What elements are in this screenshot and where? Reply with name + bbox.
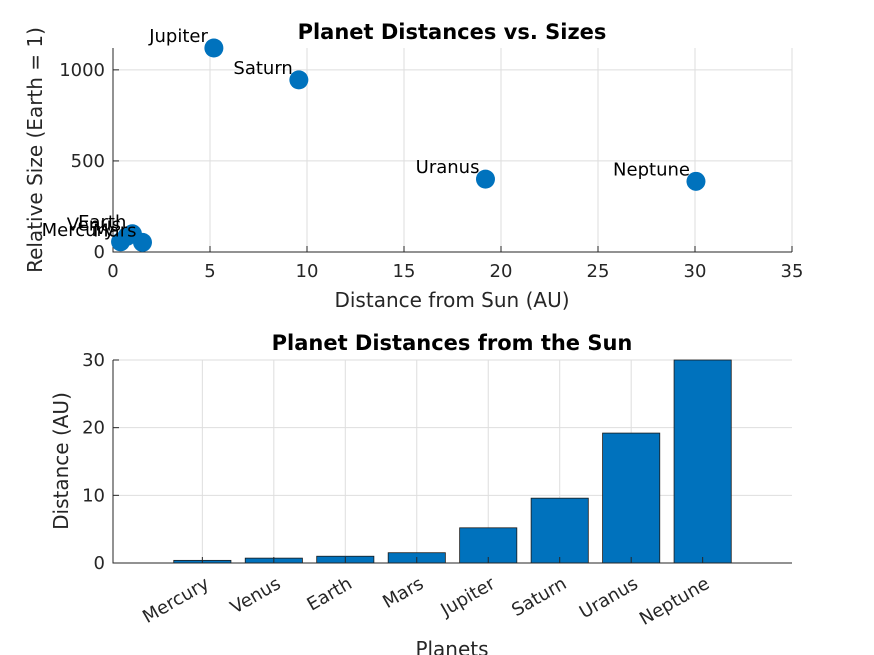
bar-uranus (602, 432, 661, 564)
bar-x-tick-label: Uranus (576, 573, 642, 623)
scatter-label-venus: Venus (67, 214, 121, 235)
bar-neptune (673, 359, 732, 564)
bar-y-tick-label: 10 (82, 485, 105, 506)
scatter-y-tick-label: 1000 (59, 60, 105, 81)
bar-y-axis-label: Distance (AU) (49, 392, 73, 530)
scatter-points (111, 38, 706, 252)
scatter-label-neptune: Neptune (613, 159, 690, 180)
scatter-x-tick-label: 5 (204, 261, 215, 282)
scatter-x-tick-label: 15 (393, 261, 416, 282)
bar-y-tick-label: 30 (82, 350, 105, 371)
scatter-point-mars (132, 232, 152, 252)
scatter-label-saturn: Saturn (233, 58, 292, 79)
scatter-x-tick-label: 25 (587, 261, 610, 282)
scatter-y-tick-label: 500 (71, 151, 105, 172)
bar-x-axis-label: Planets (415, 637, 488, 655)
bar-x-tick-label: Neptune (636, 573, 713, 630)
bar-x-tick-label: Saturn (508, 573, 570, 621)
scatter-point-jupiter (204, 38, 224, 58)
scatter-ticks: 0 5 10 15 20 25 30 35 0 500 1000 (59, 60, 803, 282)
scatter-x-tick-label: 20 (490, 261, 513, 282)
scatter-x-axis-label: Distance from Sun (AU) (334, 288, 569, 312)
scatter-label-mercury: Mercury (42, 220, 115, 241)
bar-saturn (530, 497, 589, 564)
scatter-label-uranus: Uranus (416, 157, 480, 178)
scatter-y-tick-label: 0 (94, 242, 105, 263)
bar-x-tick-label: Jupiter (437, 573, 500, 621)
scatter-point-uranus (475, 169, 495, 189)
scatter-label-mars: Mars (93, 220, 136, 241)
bar-y-tick-label: 0 (94, 553, 105, 574)
scatter-point-neptune (686, 171, 706, 191)
bar-x-tick-label: Earth (303, 573, 355, 615)
scatter-label-earth: Earth (78, 212, 126, 233)
bar-x-tick-label: Mercury (139, 573, 213, 628)
scatter-point-saturn (289, 70, 309, 90)
scatter-x-tick-label: 35 (781, 261, 804, 282)
scatter-title: Planet Distances vs. Sizes (298, 20, 607, 44)
scatter-x-tick-label: 0 (107, 261, 118, 282)
bar-title: Planet Distances from the Sun (272, 331, 633, 355)
bar-x-tick-label: Mars (379, 573, 427, 613)
scatter-plot-area (113, 48, 792, 252)
scatter-label-jupiter: Jupiter (148, 26, 208, 47)
scatter-x-tick-label: 10 (296, 261, 319, 282)
bar-x-tick-label: Venus (227, 573, 284, 618)
scatter-chart: 0 5 10 15 20 25 30 35 0 500 1000 MercuryVenusEarth… (23, 20, 803, 312)
scatter-y-axis-label: Relative Size (Earth = 1) (23, 27, 47, 273)
scatter-x-tick-label: 30 (684, 261, 707, 282)
bar-y-tick-label: 20 (82, 418, 105, 439)
bar-chart: 0 10 20 30 Mercury Venus Earth Mars Jupiter Satur… (49, 331, 792, 655)
